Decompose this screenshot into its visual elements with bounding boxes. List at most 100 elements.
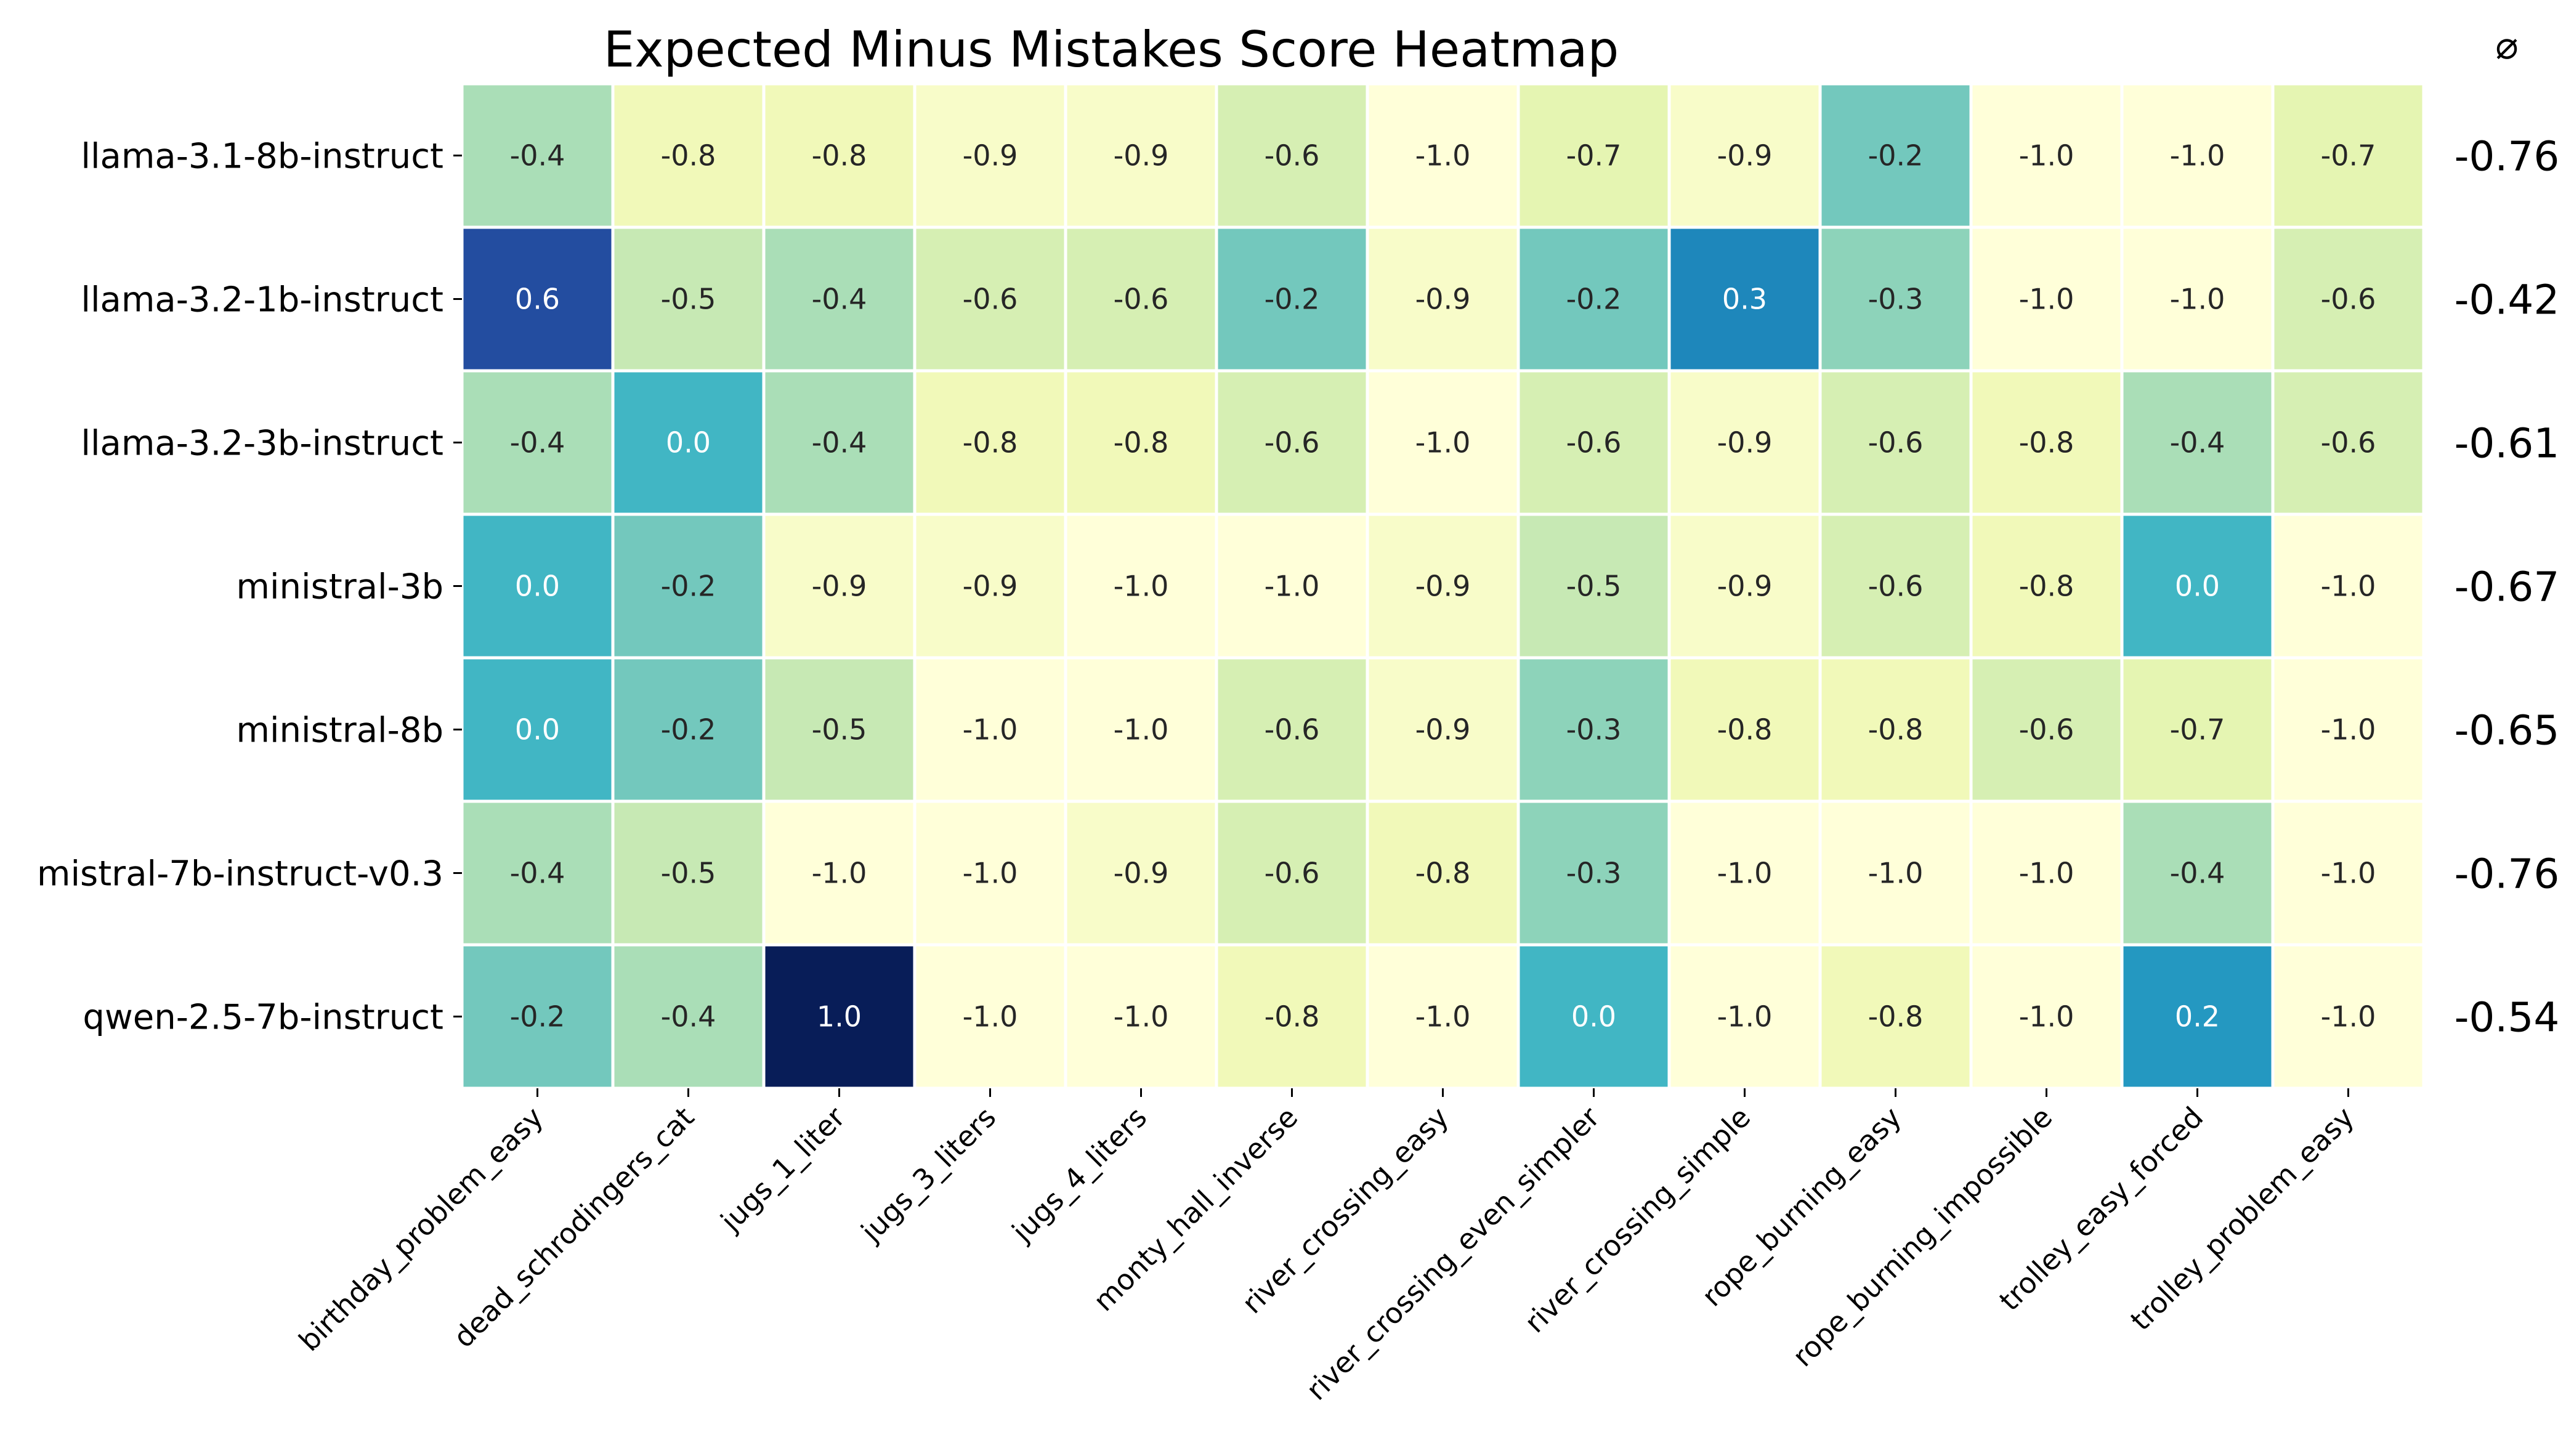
cell-value-label: -0.5 <box>661 283 716 316</box>
heatmap-cell <box>762 799 917 947</box>
heatmap-cell <box>1969 369 2124 516</box>
cell-value-label: -0.9 <box>1415 713 1471 746</box>
column-label: jugs_3_liters <box>854 1101 1003 1249</box>
heatmap-cell <box>1818 512 1973 660</box>
cell-value-label: -0.4 <box>661 1000 716 1033</box>
cell-value-label: -1.0 <box>2321 1000 2376 1033</box>
heatmap-cell <box>762 369 917 516</box>
row-average-label: -0.54 <box>2455 994 2560 1041</box>
cell-value-label: -1.0 <box>2321 857 2376 890</box>
heatmap-cell <box>611 799 766 947</box>
cell-value-label: -0.4 <box>510 139 565 172</box>
cell-value-label: -0.4 <box>812 426 867 459</box>
row-average-label: -0.76 <box>2455 133 2560 180</box>
cell-value-label: -0.8 <box>2019 570 2074 603</box>
heatmap-cell <box>1818 82 1973 229</box>
heatmap-cells <box>460 82 2426 1090</box>
heatmap-cell <box>913 943 1067 1090</box>
cell-value-label: -0.8 <box>812 139 867 172</box>
cell-value-label: -0.6 <box>1265 426 1320 459</box>
heatmap-cell <box>762 82 917 229</box>
cell-value-label: -1.0 <box>963 857 1018 890</box>
cell-value-label: -1.0 <box>1717 857 1773 890</box>
cell-value-label: -0.9 <box>1717 139 1773 172</box>
cell-value-label: -1.0 <box>2019 139 2074 172</box>
cell-value-label: -0.9 <box>1415 570 1471 603</box>
cell-value-label: -0.8 <box>1114 426 1169 459</box>
heatmap-cell <box>762 943 917 1090</box>
cell-value-label: -1.0 <box>1114 570 1169 603</box>
row-labels: llama-3.1-8b-instruct llama-3.2-1b-instru… <box>37 137 462 1038</box>
heatmap-cell <box>1215 512 1369 660</box>
cell-value-label: 0.0 <box>2175 570 2220 603</box>
cell-value-label: -0.7 <box>2170 713 2225 746</box>
row-average-label: -0.65 <box>2455 707 2560 754</box>
cell-value-label: -1.0 <box>1415 139 1471 172</box>
row-average-label: -0.76 <box>2455 851 2560 898</box>
cell-value-label: -0.6 <box>2019 713 2074 746</box>
cell-value-label: -1.0 <box>1265 570 1320 603</box>
column-label: rope_burning_impossible <box>1786 1101 2058 1373</box>
heatmap-cell <box>611 656 766 803</box>
cell-value-label: -0.9 <box>1114 139 1169 172</box>
cell-value-label: 0.0 <box>666 426 711 459</box>
cell-value-label: -0.3 <box>1566 857 1622 890</box>
heatmap-cell <box>1818 225 1973 373</box>
cell-value-label: -0.4 <box>2170 857 2225 890</box>
cell-value-label: -0.7 <box>2321 139 2376 172</box>
heatmap-cell <box>1366 512 1520 660</box>
cell-value-label: -0.4 <box>510 426 565 459</box>
heatmap-cell <box>2120 512 2275 660</box>
cell-value-label: -0.9 <box>1717 570 1773 603</box>
cell-value-label: -0.5 <box>661 857 716 890</box>
heatmap-cell <box>1366 943 1520 1090</box>
cell-value-label: -0.9 <box>1114 857 1169 890</box>
cell-value-label: -0.8 <box>1717 713 1773 746</box>
cell-value-label: -0.6 <box>2321 426 2376 459</box>
cell-value-label: -0.9 <box>963 139 1018 172</box>
heatmap-cell <box>1064 943 1218 1090</box>
cell-value-label: -0.7 <box>1566 139 1622 172</box>
cell-value-label: -0.4 <box>2170 426 2225 459</box>
heatmap-cell <box>1366 225 1520 373</box>
row-label: mistral-7b-instruct-v0.3 <box>37 854 443 894</box>
cell-value-label: -0.6 <box>1566 426 1622 459</box>
heatmap-cell <box>611 369 766 516</box>
cell-value-label: -0.2 <box>1868 139 1924 172</box>
heatmap-cell-labels: -0.4 -0.8 -0.8 -0.9 -0.9 -0.6 -1.0 -0.7 -0.9 -0.2… <box>510 139 2376 1033</box>
cell-value-label: -0.2 <box>661 570 716 603</box>
heatmap-cell <box>2120 656 2275 803</box>
heatmap-cell <box>2271 512 2426 660</box>
heatmap-cell <box>1818 369 1973 516</box>
cell-value-label: -0.8 <box>963 426 1018 459</box>
heatmap-cell <box>2271 225 2426 373</box>
cell-value-label: 0.2 <box>2175 1000 2220 1033</box>
cell-value-label: -0.6 <box>1265 139 1320 172</box>
cell-value-label: -0.3 <box>1566 713 1622 746</box>
heatmap-cell <box>1516 82 1671 229</box>
row-label: llama-3.1-8b-instruct <box>81 137 443 177</box>
heatmap-cell <box>1366 656 1520 803</box>
average-column-header: ⌀ <box>2495 23 2518 68</box>
cell-value-label: -0.2 <box>661 713 716 746</box>
cell-value-label: -1.0 <box>2019 283 2074 316</box>
heatmap-cell <box>2120 82 2275 229</box>
heatmap-cell <box>913 799 1067 947</box>
cell-value-label: -1.0 <box>963 1000 1018 1033</box>
cell-value-label: 1.0 <box>817 1000 862 1033</box>
cell-value-label: -0.3 <box>1868 283 1924 316</box>
column-labels: birthday_problem_easydead_schrodingers_c… <box>293 1088 2360 1407</box>
cell-value-label: -1.0 <box>1415 426 1471 459</box>
chart-title: Expected Minus Mistakes Score Heatmap <box>604 21 1619 78</box>
heatmap-cell <box>2271 799 2426 947</box>
cell-value-label: -1.0 <box>1868 857 1924 890</box>
heatmap-cell <box>611 82 766 229</box>
cell-value-label: -0.8 <box>1868 1000 1924 1033</box>
heatmap-cell <box>460 943 615 1090</box>
heatmap-cell <box>460 225 615 373</box>
heatmap-cell <box>1516 799 1671 947</box>
row-label: qwen-2.5-7b-instruct <box>83 998 443 1038</box>
heatmap-cell <box>1064 369 1218 516</box>
cell-value-label: -1.0 <box>2170 139 2225 172</box>
heatmap-cell <box>2120 799 2275 947</box>
